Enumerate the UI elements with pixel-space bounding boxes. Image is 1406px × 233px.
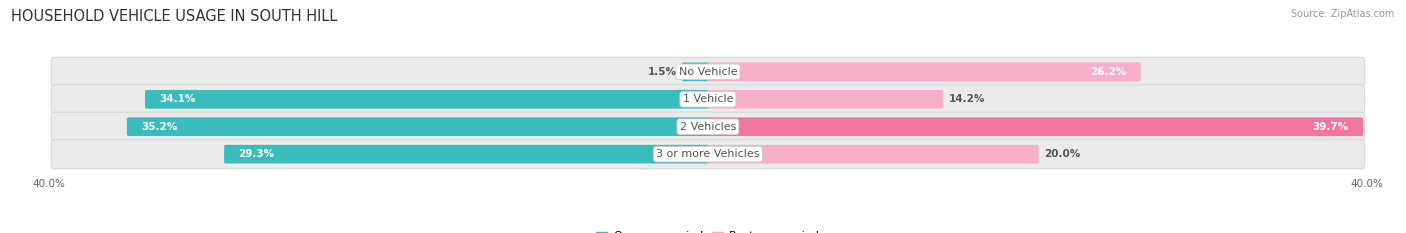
- FancyBboxPatch shape: [224, 145, 709, 164]
- Text: 29.3%: 29.3%: [239, 149, 274, 159]
- Text: HOUSEHOLD VEHICLE USAGE IN SOUTH HILL: HOUSEHOLD VEHICLE USAGE IN SOUTH HILL: [11, 9, 337, 24]
- Text: 20.0%: 20.0%: [1043, 149, 1080, 159]
- FancyBboxPatch shape: [127, 117, 709, 136]
- Legend: Owner-occupied, Renter-occupied: Owner-occupied, Renter-occupied: [592, 227, 824, 233]
- Text: 1 Vehicle: 1 Vehicle: [683, 94, 733, 104]
- Text: 1.5%: 1.5%: [648, 67, 676, 77]
- FancyBboxPatch shape: [707, 62, 1140, 81]
- FancyBboxPatch shape: [51, 57, 1365, 86]
- FancyBboxPatch shape: [51, 140, 1365, 169]
- Text: 39.7%: 39.7%: [1312, 122, 1348, 132]
- FancyBboxPatch shape: [682, 62, 709, 81]
- Text: 3 or more Vehicles: 3 or more Vehicles: [657, 149, 759, 159]
- FancyBboxPatch shape: [145, 90, 709, 109]
- Text: Source: ZipAtlas.com: Source: ZipAtlas.com: [1291, 9, 1395, 19]
- Text: 14.2%: 14.2%: [949, 94, 984, 104]
- FancyBboxPatch shape: [51, 112, 1365, 141]
- Text: 34.1%: 34.1%: [159, 94, 195, 104]
- FancyBboxPatch shape: [707, 117, 1362, 136]
- Text: No Vehicle: No Vehicle: [679, 67, 737, 77]
- FancyBboxPatch shape: [51, 85, 1365, 114]
- Text: 26.2%: 26.2%: [1090, 67, 1126, 77]
- Text: 2 Vehicles: 2 Vehicles: [679, 122, 737, 132]
- FancyBboxPatch shape: [707, 90, 943, 109]
- FancyBboxPatch shape: [707, 145, 1039, 164]
- Text: 35.2%: 35.2%: [142, 122, 177, 132]
